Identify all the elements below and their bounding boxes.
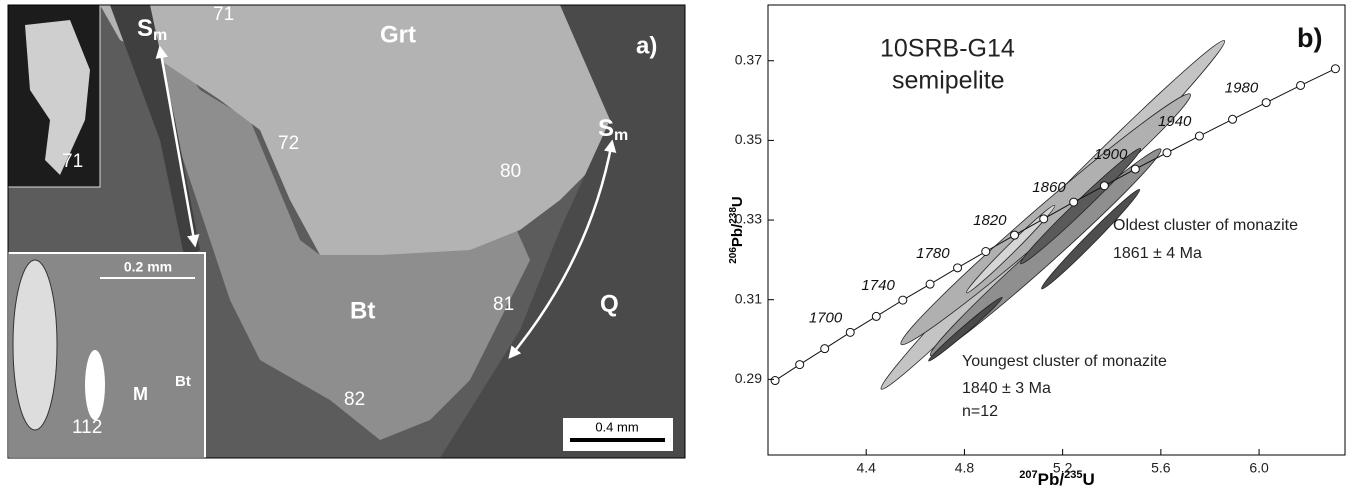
foliation-label: Sm xyxy=(598,115,628,144)
panel-label: b) xyxy=(1297,23,1322,53)
chart-subtitle: semipelite xyxy=(892,67,1005,95)
concordia-line xyxy=(774,68,1336,381)
label-sub: m xyxy=(614,127,628,144)
panel-label: a) xyxy=(636,32,657,59)
label-main: S xyxy=(598,115,614,142)
age-label: 1900 xyxy=(1094,146,1128,163)
grain-label: 71 xyxy=(213,4,234,25)
x-tick-label: 4.4 xyxy=(856,460,876,476)
label-part: Pb/ xyxy=(729,223,746,247)
age-marker xyxy=(1194,131,1204,141)
error-ellipse xyxy=(928,296,1003,362)
age-label: 1780 xyxy=(916,245,950,262)
age-marker xyxy=(925,279,935,289)
age-marker xyxy=(1162,148,1172,158)
x-tick-label: 4.8 xyxy=(955,460,975,476)
age-marker xyxy=(1130,164,1140,174)
label-part: U xyxy=(1082,470,1094,489)
y-tick-label: 0.35 xyxy=(735,131,762,147)
mineral-label: Bt xyxy=(175,373,191,390)
chart-title: 10SRB-G14 xyxy=(880,35,1015,63)
mineral-label: M xyxy=(133,384,148,404)
annotation: 1840 ± 3 Ma xyxy=(962,380,1051,397)
y-tick-label: 0.29 xyxy=(735,370,762,386)
x-tick-label: 5.2 xyxy=(1053,460,1073,476)
grain-label: 112 xyxy=(72,417,102,438)
age-marker xyxy=(1099,181,1109,191)
label-main: S xyxy=(137,15,153,42)
mineral-label: Grt xyxy=(380,21,416,48)
scale-label: 0.2 mm xyxy=(124,259,172,275)
age-marker xyxy=(871,311,881,321)
error-ellipse xyxy=(1041,188,1141,290)
annotation: 1861 ± 4 Ma xyxy=(1113,245,1202,262)
x-tick-label: 5.6 xyxy=(1151,460,1171,476)
y-axis-label: 206Pb/238U xyxy=(728,196,746,264)
x-axis-label: 207Pb/235U xyxy=(1019,469,1094,490)
y-tick-label: 0.37 xyxy=(735,51,762,67)
label-part: 238 xyxy=(728,207,739,224)
label-part: 235 xyxy=(1064,469,1082,481)
annotation: Oldest cluster of monazite xyxy=(1113,217,1298,234)
age-marker xyxy=(953,263,963,273)
micrograph xyxy=(8,5,685,458)
y-tick-label: 0.33 xyxy=(735,211,762,227)
age-marker xyxy=(795,360,805,370)
error-ellipse xyxy=(965,204,1056,294)
x-tick-label: 6.0 xyxy=(1249,460,1269,476)
grain-label: 71 xyxy=(62,151,83,172)
age-marker xyxy=(898,295,908,305)
panel-frame xyxy=(7,4,686,459)
foliation-label: Sm xyxy=(137,15,167,44)
mineral-label: Bt xyxy=(350,297,375,324)
label-part: Pb/ xyxy=(1038,470,1065,489)
label-part: U xyxy=(729,196,746,207)
age-marker xyxy=(1296,80,1306,90)
age-marker xyxy=(1330,64,1340,74)
age-marker xyxy=(1228,114,1238,124)
age-marker xyxy=(770,376,780,386)
age-marker xyxy=(1039,214,1049,224)
grain-label: 80 xyxy=(500,161,521,182)
label-part: 207 xyxy=(1019,469,1037,481)
age-marker xyxy=(1261,98,1271,108)
scale-label: 0.4 mm xyxy=(595,419,638,434)
age-label: 1740 xyxy=(861,277,895,294)
age-marker xyxy=(845,327,855,337)
age-label: 1940 xyxy=(1158,113,1192,130)
age-marker xyxy=(820,344,830,354)
age-label: 1860 xyxy=(1032,179,1066,196)
label-sub: m xyxy=(153,27,167,44)
age-label: 1700 xyxy=(809,309,843,326)
age-label: 1980 xyxy=(1225,80,1259,97)
grain-label: 81 xyxy=(493,294,514,315)
mineral-label: Q xyxy=(600,290,619,317)
age-label: 1820 xyxy=(973,212,1007,229)
age-marker xyxy=(1010,230,1020,240)
y-tick-label: 0.31 xyxy=(735,290,762,306)
age-marker xyxy=(1069,197,1079,207)
annotation: n=12 xyxy=(962,403,998,420)
label-part: 206 xyxy=(728,247,739,264)
grain-label: 72 xyxy=(278,133,299,154)
grain-label: 82 xyxy=(344,389,365,410)
plot-area xyxy=(770,40,1340,390)
age-marker xyxy=(981,247,991,257)
annotation: Youngest cluster of monazite xyxy=(962,353,1167,370)
